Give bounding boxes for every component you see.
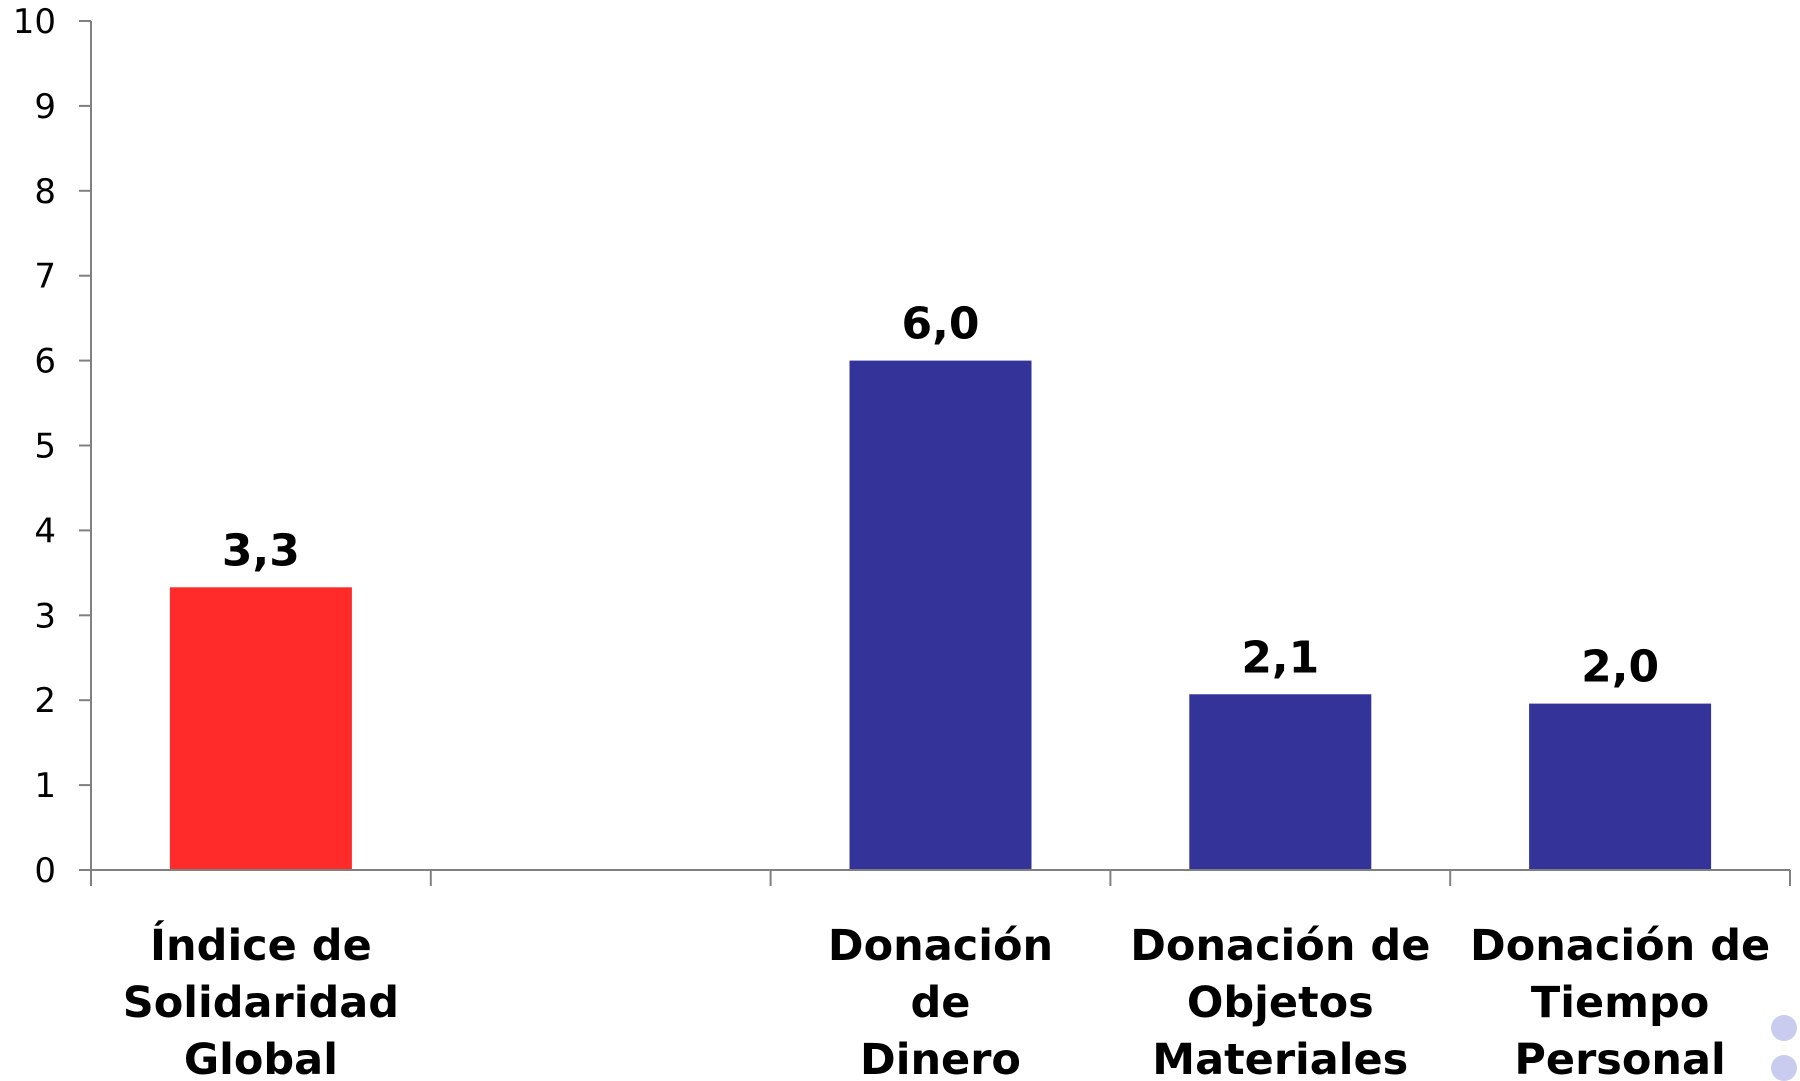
- bar: [1189, 694, 1372, 870]
- y-tick-label: 3: [34, 596, 56, 636]
- x-category-label: Personal: [1514, 1035, 1725, 1081]
- x-category-label: Donación: [828, 921, 1053, 971]
- data-label: 3,3: [222, 525, 300, 576]
- x-category-label: Tiempo: [1531, 978, 1709, 1028]
- x-category-label: Global: [184, 1035, 338, 1081]
- decorative-dot: [1771, 1015, 1797, 1041]
- y-tick-label: 10: [13, 2, 56, 42]
- bar: [1529, 703, 1712, 870]
- bars: [169, 360, 1712, 870]
- y-tick-label: 1: [34, 766, 56, 806]
- y-tick-label: 7: [34, 257, 56, 297]
- y-tick-label: 2: [34, 681, 56, 721]
- y-tick-label: 5: [34, 427, 56, 467]
- y-tick-label: 6: [34, 342, 56, 382]
- x-category-label: Materiales: [1152, 1035, 1408, 1081]
- x-category-label: Objetos: [1187, 978, 1374, 1028]
- category-labels: Índice de Solidaridad Global Donación de Dine…: [123, 920, 1770, 1081]
- data-label: 2,0: [1581, 642, 1659, 693]
- y-axis-ticks: 0 1 2 3 4 5 6 7 8 9 10: [13, 2, 91, 891]
- x-category-label: Solidaridad: [123, 978, 399, 1028]
- y-tick-label: 8: [34, 172, 56, 212]
- x-category-label: de: [911, 978, 971, 1028]
- data-label: 2,1: [1241, 632, 1319, 683]
- x-category-label: Donación de: [1470, 921, 1770, 971]
- x-category-label: Donación de: [1130, 921, 1430, 971]
- decorative-dot: [1771, 1055, 1797, 1081]
- y-tick-label: 0: [34, 851, 56, 891]
- bar: [169, 587, 352, 870]
- data-labels: 3,3 6,0 2,1 2,0: [222, 299, 1659, 693]
- data-label: 6,0: [902, 299, 980, 350]
- x-axis-ticks: [90, 870, 1791, 886]
- y-tick-label: 4: [34, 511, 56, 551]
- bar: [849, 360, 1032, 870]
- y-tick-label: 9: [34, 87, 56, 127]
- x-category-label: Índice de: [150, 920, 372, 971]
- x-category-label: Dinero: [860, 1035, 1021, 1081]
